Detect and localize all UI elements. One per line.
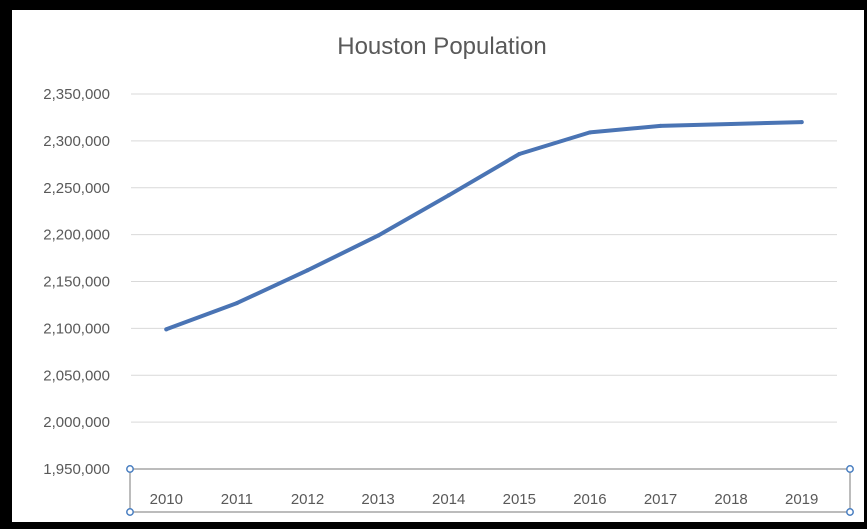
x-tick-label: 2018 xyxy=(714,491,747,508)
selection-handle xyxy=(846,465,854,473)
x-axis-selection-box xyxy=(129,468,851,513)
data-point xyxy=(799,120,804,125)
data-point xyxy=(446,193,451,198)
chart-area[interactable]: Houston Population 1,950,000 2,000,000 2,0… xyxy=(12,10,864,522)
x-tick-label: 2014 xyxy=(432,491,465,508)
y-tick-label: 2,000,000 xyxy=(43,414,110,431)
selection-handle xyxy=(846,508,854,516)
x-tick-label: 2015 xyxy=(503,491,536,508)
y-tick-label: 2,350,000 xyxy=(43,86,110,103)
y-tick-label: 2,150,000 xyxy=(43,274,110,291)
line-chart: Houston Population 1,950,000 2,000,000 2,0… xyxy=(43,33,854,516)
x-tick-label: 2012 xyxy=(291,491,324,508)
data-point xyxy=(305,268,310,273)
data-point xyxy=(517,152,522,156)
y-tick-label: 2,250,000 xyxy=(43,180,110,197)
selection-handle xyxy=(126,508,134,516)
data-point xyxy=(587,130,592,135)
y-tick-label: 2,050,000 xyxy=(43,367,110,384)
selection-handle xyxy=(126,465,134,473)
y-axis-tick-labels: 1,950,000 2,000,000 2,050,000 2,100,000 2,15… xyxy=(43,86,110,478)
x-tick-label: 2013 xyxy=(361,491,394,508)
x-tick-label: 2016 xyxy=(573,491,606,508)
x-tick-label: 2010 xyxy=(150,491,183,508)
y-tick-label: 2,100,000 xyxy=(43,320,110,337)
y-tick-label: 2,200,000 xyxy=(43,227,110,244)
x-axis[interactable]: 2010 2011 2012 2013 2014 2015 2016 2017 2018 2019 xyxy=(126,465,854,516)
series-layer xyxy=(164,120,804,332)
y-tick-label: 2,300,000 xyxy=(43,133,110,150)
x-tick-label: 2011 xyxy=(221,491,253,508)
chart-title: Houston Population xyxy=(337,33,546,60)
y-tick-label: 1,950,000 xyxy=(43,461,110,478)
x-tick-label: 2017 xyxy=(644,491,677,508)
data-point xyxy=(376,233,381,238)
data-point xyxy=(164,327,169,332)
series-line xyxy=(164,120,804,332)
data-point xyxy=(658,123,663,128)
gridlines xyxy=(131,93,837,423)
data-point xyxy=(729,122,734,126)
x-tick-label: 2019 xyxy=(785,491,818,508)
data-point xyxy=(234,301,239,306)
